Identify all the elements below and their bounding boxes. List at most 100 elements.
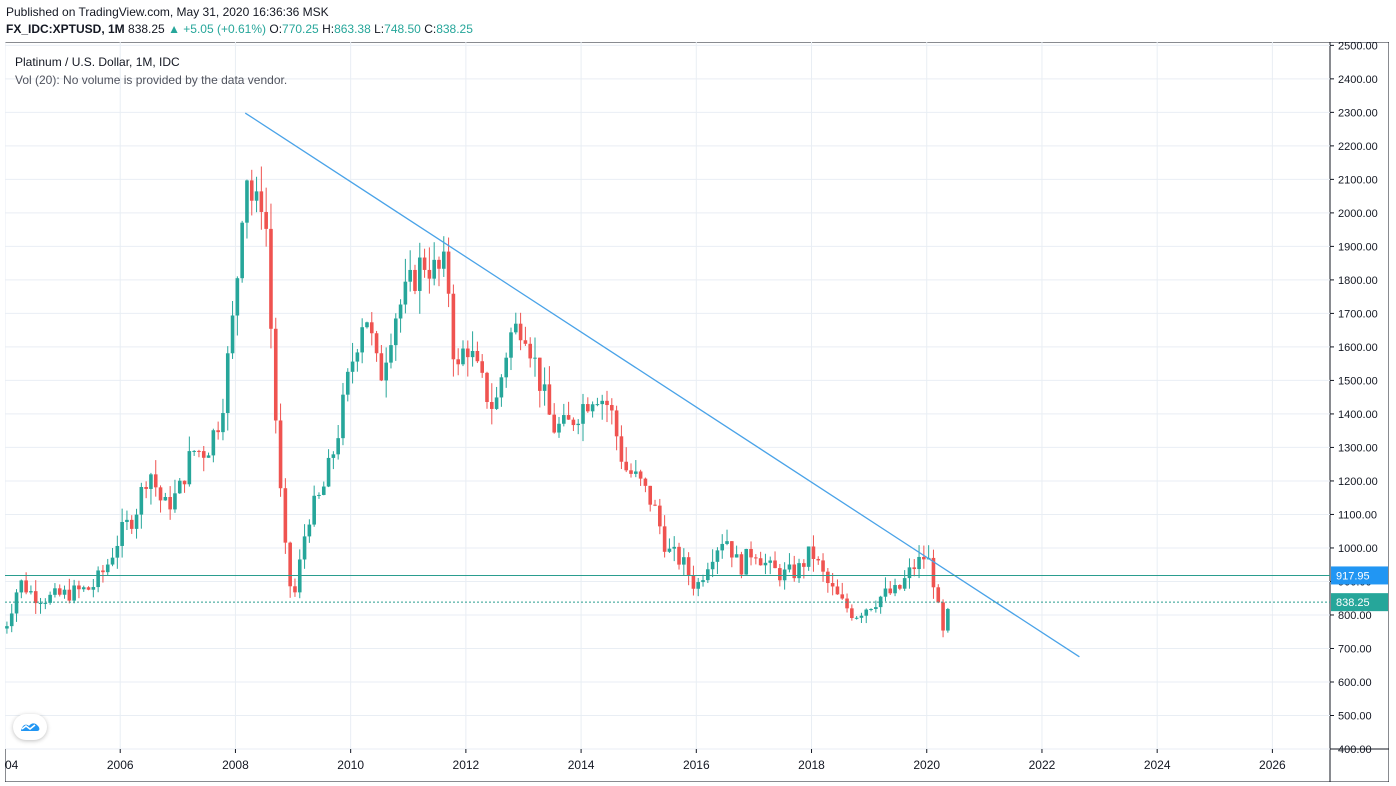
price-tick-label: 1100.00: [1338, 509, 1377, 521]
time-tick-label: 2006: [107, 758, 134, 772]
candle-body: [489, 402, 494, 409]
candle-body: [672, 546, 677, 549]
level-price-label: 917.95: [1336, 570, 1370, 582]
candle-body: [758, 558, 763, 566]
volume-note: Vol (20): No volume is provided by the d…: [15, 73, 288, 87]
candle-body: [802, 563, 806, 567]
published-info: Published on TradingView.com, May 31, 20…: [6, 5, 329, 19]
candle-body: [379, 353, 384, 381]
candle-body: [638, 471, 643, 479]
candle-body: [317, 494, 321, 496]
candle-body: [110, 557, 115, 565]
candle-body: [619, 436, 624, 462]
price-tick-label: 700.00: [1338, 643, 1372, 655]
candle-body: [826, 571, 830, 584]
price-chart[interactable]: 2500.00 2400.00 2300.00 2200.00 2100.00 2000.…: [5, 42, 1389, 782]
candle-body: [19, 580, 24, 593]
candle-body: [33, 591, 38, 604]
candle-body: [72, 585, 76, 601]
tradingview-logo[interactable]: [13, 714, 47, 740]
candle-body: [518, 323, 523, 341]
candle-body: [355, 352, 360, 362]
candle-body: [77, 585, 81, 590]
candle-body: [528, 343, 532, 359]
chart-border: [5, 42, 1389, 782]
candle-body: [830, 583, 835, 587]
price-tick-label: 2000.00: [1338, 208, 1378, 220]
price-tick-label: 2200.00: [1338, 141, 1378, 153]
candle-body: [177, 480, 182, 494]
candle-body: [293, 586, 297, 593]
candle-body: [389, 345, 393, 363]
candle-body: [417, 257, 422, 291]
candle-body: [48, 594, 52, 603]
candle-body: [922, 556, 926, 560]
candle-body: [533, 357, 537, 359]
candle-body: [201, 451, 206, 458]
time-tick-label: 2012: [453, 758, 480, 772]
price-tick-label: 1900.00: [1338, 241, 1378, 253]
candle-body: [725, 541, 729, 544]
candle-body: [571, 419, 576, 426]
candle-body: [360, 327, 364, 353]
candle-body: [557, 423, 561, 433]
price-tick-label: 1700.00: [1338, 308, 1378, 320]
candle-body: [249, 180, 254, 201]
close-label: C:: [424, 22, 437, 36]
candle-body: [81, 587, 86, 590]
candle-body: [480, 361, 484, 373]
candle-body: [552, 414, 557, 433]
candle-body: [350, 361, 355, 372]
high-value: 863.38: [334, 22, 371, 36]
candle-body: [509, 332, 513, 358]
symbol-name[interactable]: FX_IDC:XPTUSD, 1M: [6, 22, 125, 36]
candle-body: [461, 348, 465, 365]
candle-body: [701, 580, 705, 583]
candle-body: [787, 564, 792, 570]
candle-body: [538, 357, 542, 391]
candle-body: [710, 561, 715, 570]
time-tick-label: 2004: [5, 758, 19, 772]
candle-body: [566, 415, 571, 420]
candle-body: [278, 420, 283, 489]
candle-body: [264, 211, 268, 229]
time-tick-label: 2016: [683, 758, 710, 772]
price-tick-label: 2400.00: [1338, 74, 1378, 86]
candle-body: [941, 602, 945, 631]
candle-body: [427, 269, 432, 279]
candle-body: [845, 598, 849, 609]
candle-body: [730, 541, 734, 558]
time-tick-label: 2014: [568, 758, 595, 772]
candle-body: [898, 585, 902, 589]
candle-body: [586, 404, 590, 412]
price-tick-label: 500.00: [1338, 710, 1372, 722]
candle-body: [744, 548, 749, 575]
candle-body: [163, 496, 168, 501]
candle-body: [931, 557, 936, 588]
candles: [5, 166, 950, 638]
candle-body: [542, 384, 547, 391]
candle-body: [547, 384, 552, 415]
candle-body: [581, 404, 585, 424]
candle-body: [240, 222, 244, 279]
candle-body: [816, 558, 821, 561]
candle-body: [768, 560, 773, 563]
legend-title[interactable]: Platinum / U.S. Dollar, 1M, IDC: [15, 55, 180, 69]
time-tick-label: 2010: [337, 758, 364, 772]
candle-body: [864, 609, 869, 616]
candle-body: [590, 404, 595, 412]
candle-body: [345, 371, 350, 395]
candle-body: [288, 542, 292, 587]
candle-body: [629, 470, 633, 474]
candle-body: [749, 548, 753, 558]
candle-body: [182, 480, 187, 485]
candle-body: [216, 430, 220, 433]
candle-body: [408, 269, 412, 282]
last-price-label: 838.25: [1336, 597, 1370, 609]
candle-body: [946, 608, 950, 631]
candle-body: [168, 496, 172, 510]
level-price-tag: [1331, 566, 1388, 585]
price-tick-label: 1200.00: [1338, 476, 1378, 488]
candle-body: [120, 522, 124, 546]
candle-body: [422, 257, 427, 270]
